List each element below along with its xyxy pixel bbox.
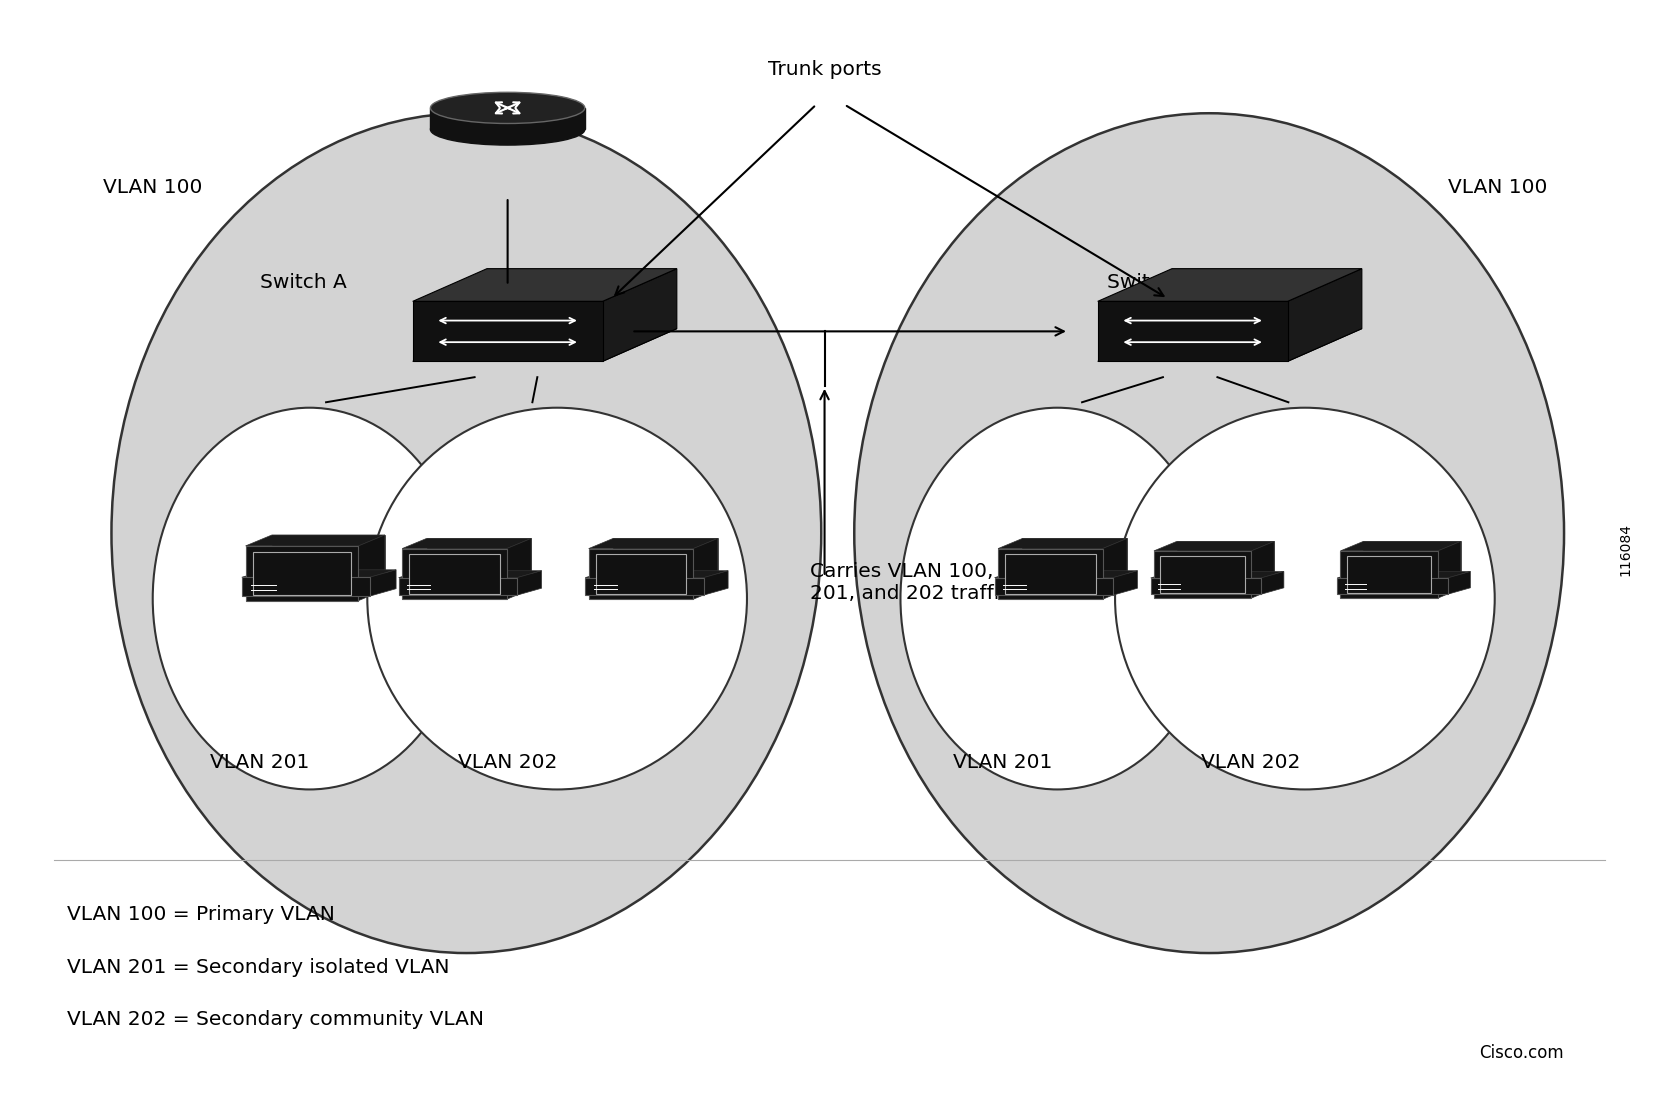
FancyBboxPatch shape bbox=[1337, 578, 1448, 595]
Text: VLAN 201: VLAN 201 bbox=[211, 753, 310, 771]
Polygon shape bbox=[1287, 268, 1362, 362]
FancyBboxPatch shape bbox=[589, 548, 693, 599]
Polygon shape bbox=[272, 535, 385, 590]
FancyBboxPatch shape bbox=[254, 552, 352, 595]
FancyBboxPatch shape bbox=[410, 554, 499, 593]
Polygon shape bbox=[358, 535, 385, 601]
Polygon shape bbox=[1098, 329, 1362, 362]
FancyBboxPatch shape bbox=[246, 546, 358, 601]
Polygon shape bbox=[413, 268, 677, 301]
Polygon shape bbox=[1151, 571, 1284, 578]
Text: Cisco.com: Cisco.com bbox=[1480, 1044, 1564, 1063]
FancyBboxPatch shape bbox=[1155, 551, 1251, 598]
Polygon shape bbox=[1438, 542, 1460, 598]
Polygon shape bbox=[246, 535, 385, 546]
Text: VLAN 201: VLAN 201 bbox=[954, 753, 1052, 771]
Polygon shape bbox=[518, 570, 541, 596]
FancyBboxPatch shape bbox=[1160, 556, 1244, 593]
Text: VLAN 201 = Secondary isolated VLAN: VLAN 201 = Secondary isolated VLAN bbox=[66, 957, 450, 977]
Polygon shape bbox=[1251, 542, 1274, 598]
Text: VLAN 100 = Primary VLAN: VLAN 100 = Primary VLAN bbox=[66, 906, 335, 924]
Ellipse shape bbox=[430, 114, 584, 145]
FancyBboxPatch shape bbox=[1151, 578, 1261, 595]
Polygon shape bbox=[1176, 542, 1274, 589]
Polygon shape bbox=[401, 539, 531, 548]
Polygon shape bbox=[1364, 542, 1460, 589]
FancyBboxPatch shape bbox=[596, 554, 687, 593]
Text: VLAN 202 = Secondary community VLAN: VLAN 202 = Secondary community VLAN bbox=[66, 1010, 484, 1029]
Polygon shape bbox=[999, 539, 1126, 548]
Text: Trunk ports: Trunk ports bbox=[768, 60, 881, 79]
Polygon shape bbox=[1103, 539, 1126, 599]
Text: Switch B: Switch B bbox=[1107, 273, 1193, 292]
Polygon shape bbox=[1448, 571, 1470, 595]
Text: VLAN 100: VLAN 100 bbox=[1448, 178, 1548, 197]
Ellipse shape bbox=[111, 113, 821, 953]
Polygon shape bbox=[1113, 570, 1138, 596]
FancyBboxPatch shape bbox=[1340, 551, 1438, 598]
Polygon shape bbox=[426, 539, 531, 589]
Polygon shape bbox=[1155, 542, 1274, 551]
Text: Switch A: Switch A bbox=[260, 273, 347, 292]
Polygon shape bbox=[242, 569, 397, 577]
Polygon shape bbox=[589, 539, 718, 548]
Ellipse shape bbox=[1115, 408, 1495, 789]
FancyBboxPatch shape bbox=[401, 548, 506, 599]
Polygon shape bbox=[1098, 268, 1362, 301]
Ellipse shape bbox=[901, 408, 1214, 789]
Polygon shape bbox=[703, 570, 728, 596]
Polygon shape bbox=[1340, 542, 1460, 551]
Text: VLAN 202: VLAN 202 bbox=[1201, 753, 1301, 771]
Text: 116084: 116084 bbox=[1618, 523, 1632, 576]
Ellipse shape bbox=[854, 113, 1564, 953]
FancyBboxPatch shape bbox=[398, 578, 518, 596]
Ellipse shape bbox=[153, 408, 466, 789]
FancyBboxPatch shape bbox=[413, 301, 602, 362]
Text: Carries VLAN 100,
201, and 202 traffic: Carries VLAN 100, 201, and 202 traffic bbox=[810, 562, 1010, 602]
Polygon shape bbox=[370, 569, 397, 596]
Polygon shape bbox=[506, 539, 531, 599]
Polygon shape bbox=[614, 539, 718, 589]
Polygon shape bbox=[1261, 571, 1284, 595]
Polygon shape bbox=[398, 570, 541, 578]
FancyBboxPatch shape bbox=[994, 578, 1113, 596]
Polygon shape bbox=[602, 268, 677, 362]
Text: VLAN 202: VLAN 202 bbox=[458, 753, 557, 771]
Polygon shape bbox=[413, 329, 677, 362]
Text: VLAN 100: VLAN 100 bbox=[103, 178, 202, 197]
Polygon shape bbox=[1337, 571, 1470, 578]
Ellipse shape bbox=[430, 92, 584, 123]
FancyBboxPatch shape bbox=[999, 548, 1103, 599]
Polygon shape bbox=[994, 570, 1138, 578]
Polygon shape bbox=[586, 570, 728, 578]
Polygon shape bbox=[1022, 539, 1126, 589]
FancyBboxPatch shape bbox=[1098, 301, 1287, 362]
FancyBboxPatch shape bbox=[242, 577, 370, 596]
FancyBboxPatch shape bbox=[1005, 554, 1095, 593]
FancyBboxPatch shape bbox=[1347, 556, 1432, 593]
Polygon shape bbox=[693, 539, 718, 599]
Ellipse shape bbox=[367, 408, 747, 789]
FancyBboxPatch shape bbox=[586, 578, 703, 596]
FancyBboxPatch shape bbox=[430, 108, 584, 130]
